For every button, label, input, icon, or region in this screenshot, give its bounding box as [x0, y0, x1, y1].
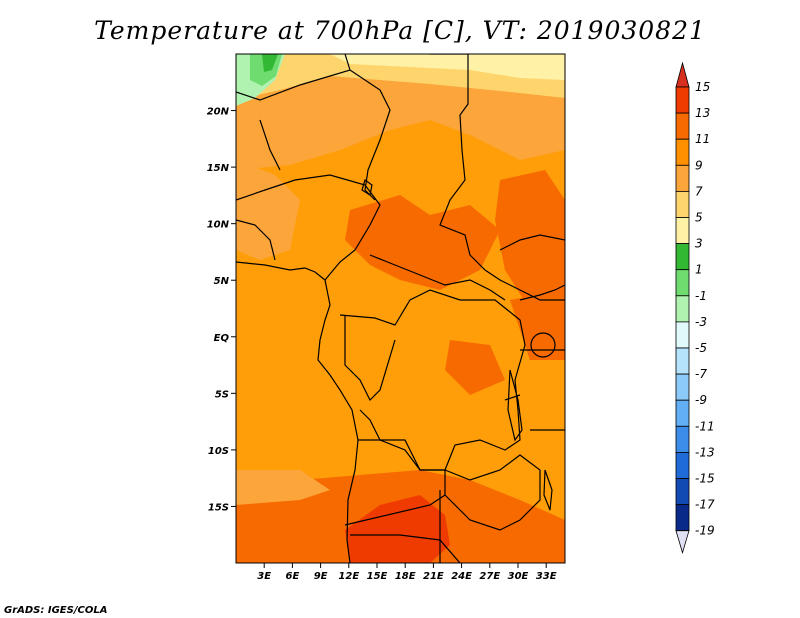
- x-tick-label: 3E: [257, 571, 271, 582]
- x-tick-label: 12E: [338, 571, 359, 582]
- footer-credit: GrADS: IGES/COLA: [4, 605, 107, 616]
- x-tick-label: 33E: [536, 571, 557, 582]
- field-west-band: [236, 160, 300, 260]
- colorbar-label: -7: [695, 367, 707, 381]
- colorbar-label: 9: [695, 158, 703, 172]
- field-north-palest: [330, 54, 565, 80]
- y-tick-label: 5S: [215, 389, 229, 400]
- border-sudan: [439, 149, 565, 301]
- x-tick-label: 18E: [395, 571, 416, 582]
- colorbar-label: 15: [695, 80, 710, 94]
- x-tick-label: 27E: [479, 571, 500, 582]
- border-ethiopia: [499, 234, 565, 251]
- lake-chad: [361, 179, 373, 196]
- x-tick-label: 9E: [314, 571, 328, 582]
- colorbar-swatch: [675, 269, 690, 297]
- border-congo: [344, 315, 396, 402]
- colorbar-swatch: [675, 86, 690, 114]
- colorbar-swatch: [675, 321, 690, 349]
- border-north-2: [344, 54, 469, 151]
- border-drc: [339, 289, 526, 471]
- colorbar-swatch: [675, 164, 690, 192]
- page-title: Temperature at 700hPa [C], VT: 201903082…: [94, 16, 706, 45]
- country-borders: [236, 54, 565, 563]
- x-tick-label: 30E: [508, 571, 529, 582]
- field-warm-2: [495, 170, 565, 310]
- colorbar-label: 13: [695, 106, 710, 120]
- colorbar-bottom-arrow: [675, 530, 690, 555]
- colorbar-swatch: [675, 451, 690, 479]
- colorbar-label: -9: [695, 393, 707, 407]
- colorbar-label: 3: [695, 237, 703, 251]
- field-hot: [345, 495, 450, 563]
- y-tick-label: 5N: [214, 276, 230, 287]
- colorbar-legend: 15 13 11 9 7 5 3 1 -1 -3 -5 -7 -9 -11 -13 -15 -17 -19: [675, 61, 715, 555]
- colorbar-label: -15: [695, 472, 715, 486]
- field-south-sea: [236, 470, 330, 505]
- y-tick-label: 15S: [208, 502, 229, 513]
- x-tick-label: 15E: [367, 571, 388, 582]
- colorbar-swatch: [675, 295, 690, 323]
- x-tick-label: 21E: [423, 571, 444, 582]
- border-car: [369, 254, 506, 301]
- border-east: [504, 284, 565, 431]
- temperature-field: [236, 54, 565, 563]
- x-tick-label: 6E: [286, 571, 300, 582]
- colorbar-label: -11: [695, 419, 715, 433]
- border-south: [350, 490, 461, 563]
- colorbar-swatch: [675, 478, 690, 506]
- map-frame: [235, 53, 566, 564]
- axis-ticks: 3E 6E 9E 12E 15E 18E 21E 24E 27E 30E 33E 20N 15N 10N 5…: [207, 107, 557, 582]
- colorbar-label: -3: [695, 315, 707, 329]
- colorbar-label: 11: [695, 132, 710, 146]
- colorbar-swatch: [675, 138, 690, 166]
- lake-malawi: [543, 469, 553, 511]
- colorbar-swatch: [675, 373, 690, 401]
- colorbar-swatch: [675, 399, 690, 427]
- colorbar-label: -13: [695, 445, 715, 459]
- coastline-west: [236, 261, 359, 563]
- colorbar-swatch: [675, 425, 690, 453]
- colorbar-top-arrow: [675, 61, 690, 88]
- x-tick-label: 24E: [451, 571, 472, 582]
- colorbar-swatch: [675, 217, 690, 245]
- colorbar-label: -1: [695, 289, 707, 303]
- colorbar-swatch: [675, 347, 690, 375]
- field-warm-4: [445, 340, 505, 395]
- y-tick-label: EQ: [214, 333, 230, 344]
- colorbar-swatch: [675, 243, 690, 271]
- lake-tanganyika: [507, 369, 523, 442]
- colorbar-swatch: [675, 190, 690, 218]
- border-north: [236, 69, 391, 201]
- field-green-dark: [262, 54, 278, 72]
- border-west-small: [236, 119, 281, 261]
- colorbar-label: -19: [695, 524, 715, 538]
- y-tick-label: 10N: [207, 220, 230, 231]
- lake-victoria: [530, 332, 556, 358]
- border-zambia: [444, 454, 541, 531]
- colorbar-swatch: [675, 112, 690, 140]
- colorbar-label: 7: [695, 184, 703, 198]
- border-nigeria: [236, 174, 381, 281]
- colorbar-label: -17: [695, 498, 715, 512]
- y-tick-label: 20N: [207, 107, 230, 118]
- y-tick-label: 15N: [207, 163, 230, 174]
- field-warm-1: [345, 195, 500, 290]
- colorbar-label: 1: [695, 263, 703, 277]
- colorbar-label: -5: [695, 341, 707, 355]
- colorbar-swatch: [675, 504, 690, 532]
- field-warm-3: [510, 290, 565, 360]
- colorbar-label: 5: [695, 211, 703, 225]
- y-tick-label: 10S: [208, 446, 229, 457]
